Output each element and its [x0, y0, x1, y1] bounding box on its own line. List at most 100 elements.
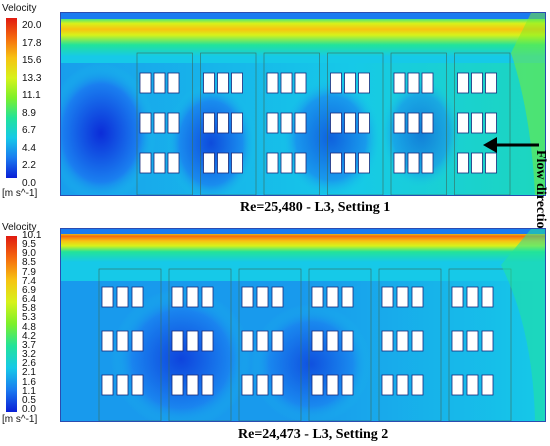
window [139, 112, 152, 134]
colorbar-tick: 10.1 [22, 230, 42, 241]
colorbar-tick: 6.7 [22, 125, 36, 137]
window [421, 112, 434, 134]
facade-section [308, 268, 372, 421]
window [186, 330, 199, 352]
colorbar-tick: 7.4 [22, 275, 36, 287]
flow-arrow [483, 137, 539, 153]
window [153, 152, 166, 174]
window [311, 374, 324, 396]
window [167, 152, 180, 174]
facade-section [327, 52, 384, 195]
window [344, 112, 356, 134]
colorbar-tick: 0.5 [22, 394, 36, 406]
colorbar-tick: 17.8 [22, 37, 42, 49]
window [217, 152, 229, 174]
window [139, 152, 152, 174]
window [101, 286, 114, 308]
window [381, 330, 394, 352]
window [471, 112, 483, 134]
window [280, 152, 293, 174]
facade-section [98, 268, 162, 421]
window [171, 374, 184, 396]
facade-section [378, 268, 442, 421]
window [294, 112, 307, 134]
window [266, 72, 279, 94]
window [341, 374, 354, 396]
window [485, 72, 497, 94]
window [381, 374, 394, 396]
colorbar-tick: 2.1 [22, 367, 36, 379]
window [256, 286, 269, 308]
window [358, 152, 370, 174]
window [131, 286, 144, 308]
window [457, 112, 469, 134]
window [256, 374, 269, 396]
window [203, 152, 215, 174]
window [421, 152, 434, 174]
colorbar-tick: 5.3 [22, 312, 36, 324]
window [466, 286, 479, 308]
window [358, 112, 370, 134]
facade-section [238, 268, 302, 421]
legend-unit-1: [m s^-1] [2, 188, 38, 199]
colorbar-tick: 3.7 [22, 339, 36, 351]
window [217, 112, 229, 134]
window [326, 374, 339, 396]
window [481, 330, 494, 352]
window [411, 330, 424, 352]
window [358, 72, 370, 94]
window [407, 72, 420, 94]
facade-section [390, 52, 447, 195]
colorbar-tick: 7.9 [22, 266, 36, 278]
window [381, 286, 394, 308]
window [241, 286, 254, 308]
colorbar-tick: 15.6 [22, 55, 42, 67]
colorbar-1 [6, 18, 17, 178]
window [485, 152, 497, 174]
caption-2: Re=24,473 - L3, Setting 2 [238, 427, 389, 442]
window [326, 330, 339, 352]
colorbar-tick: 8.9 [22, 107, 36, 119]
colorbar-2 [6, 236, 17, 412]
facade-section [136, 52, 193, 195]
window [116, 330, 129, 352]
window [101, 330, 114, 352]
window [311, 330, 324, 352]
window [466, 374, 479, 396]
window [344, 152, 356, 174]
window [457, 152, 469, 174]
window [231, 72, 243, 94]
window [311, 286, 324, 308]
colorbar-tick: 20.0 [22, 20, 42, 31]
window [186, 374, 199, 396]
window [330, 152, 342, 174]
window [451, 286, 464, 308]
facade-section [448, 268, 512, 421]
window [131, 374, 144, 396]
colorbar-tick: 2.2 [22, 160, 36, 172]
window [407, 112, 420, 134]
window [201, 286, 214, 308]
window [485, 112, 497, 134]
window [167, 112, 180, 134]
window [481, 286, 494, 308]
velocity-contour-2 [61, 229, 545, 421]
colorbar-tick: 4.2 [22, 330, 36, 342]
legend-unit-2: [m s^-1] [2, 414, 38, 425]
window [167, 72, 180, 94]
window [393, 152, 406, 174]
window [280, 72, 293, 94]
colorbar-tick: 6.9 [22, 284, 36, 296]
window [326, 286, 339, 308]
window [393, 72, 406, 94]
window [411, 286, 424, 308]
window [451, 330, 464, 352]
facade-section [200, 52, 257, 195]
facade-section [168, 268, 232, 421]
window [457, 72, 469, 94]
window [217, 72, 229, 94]
window [171, 330, 184, 352]
window [153, 72, 166, 94]
window [201, 330, 214, 352]
window [393, 112, 406, 134]
